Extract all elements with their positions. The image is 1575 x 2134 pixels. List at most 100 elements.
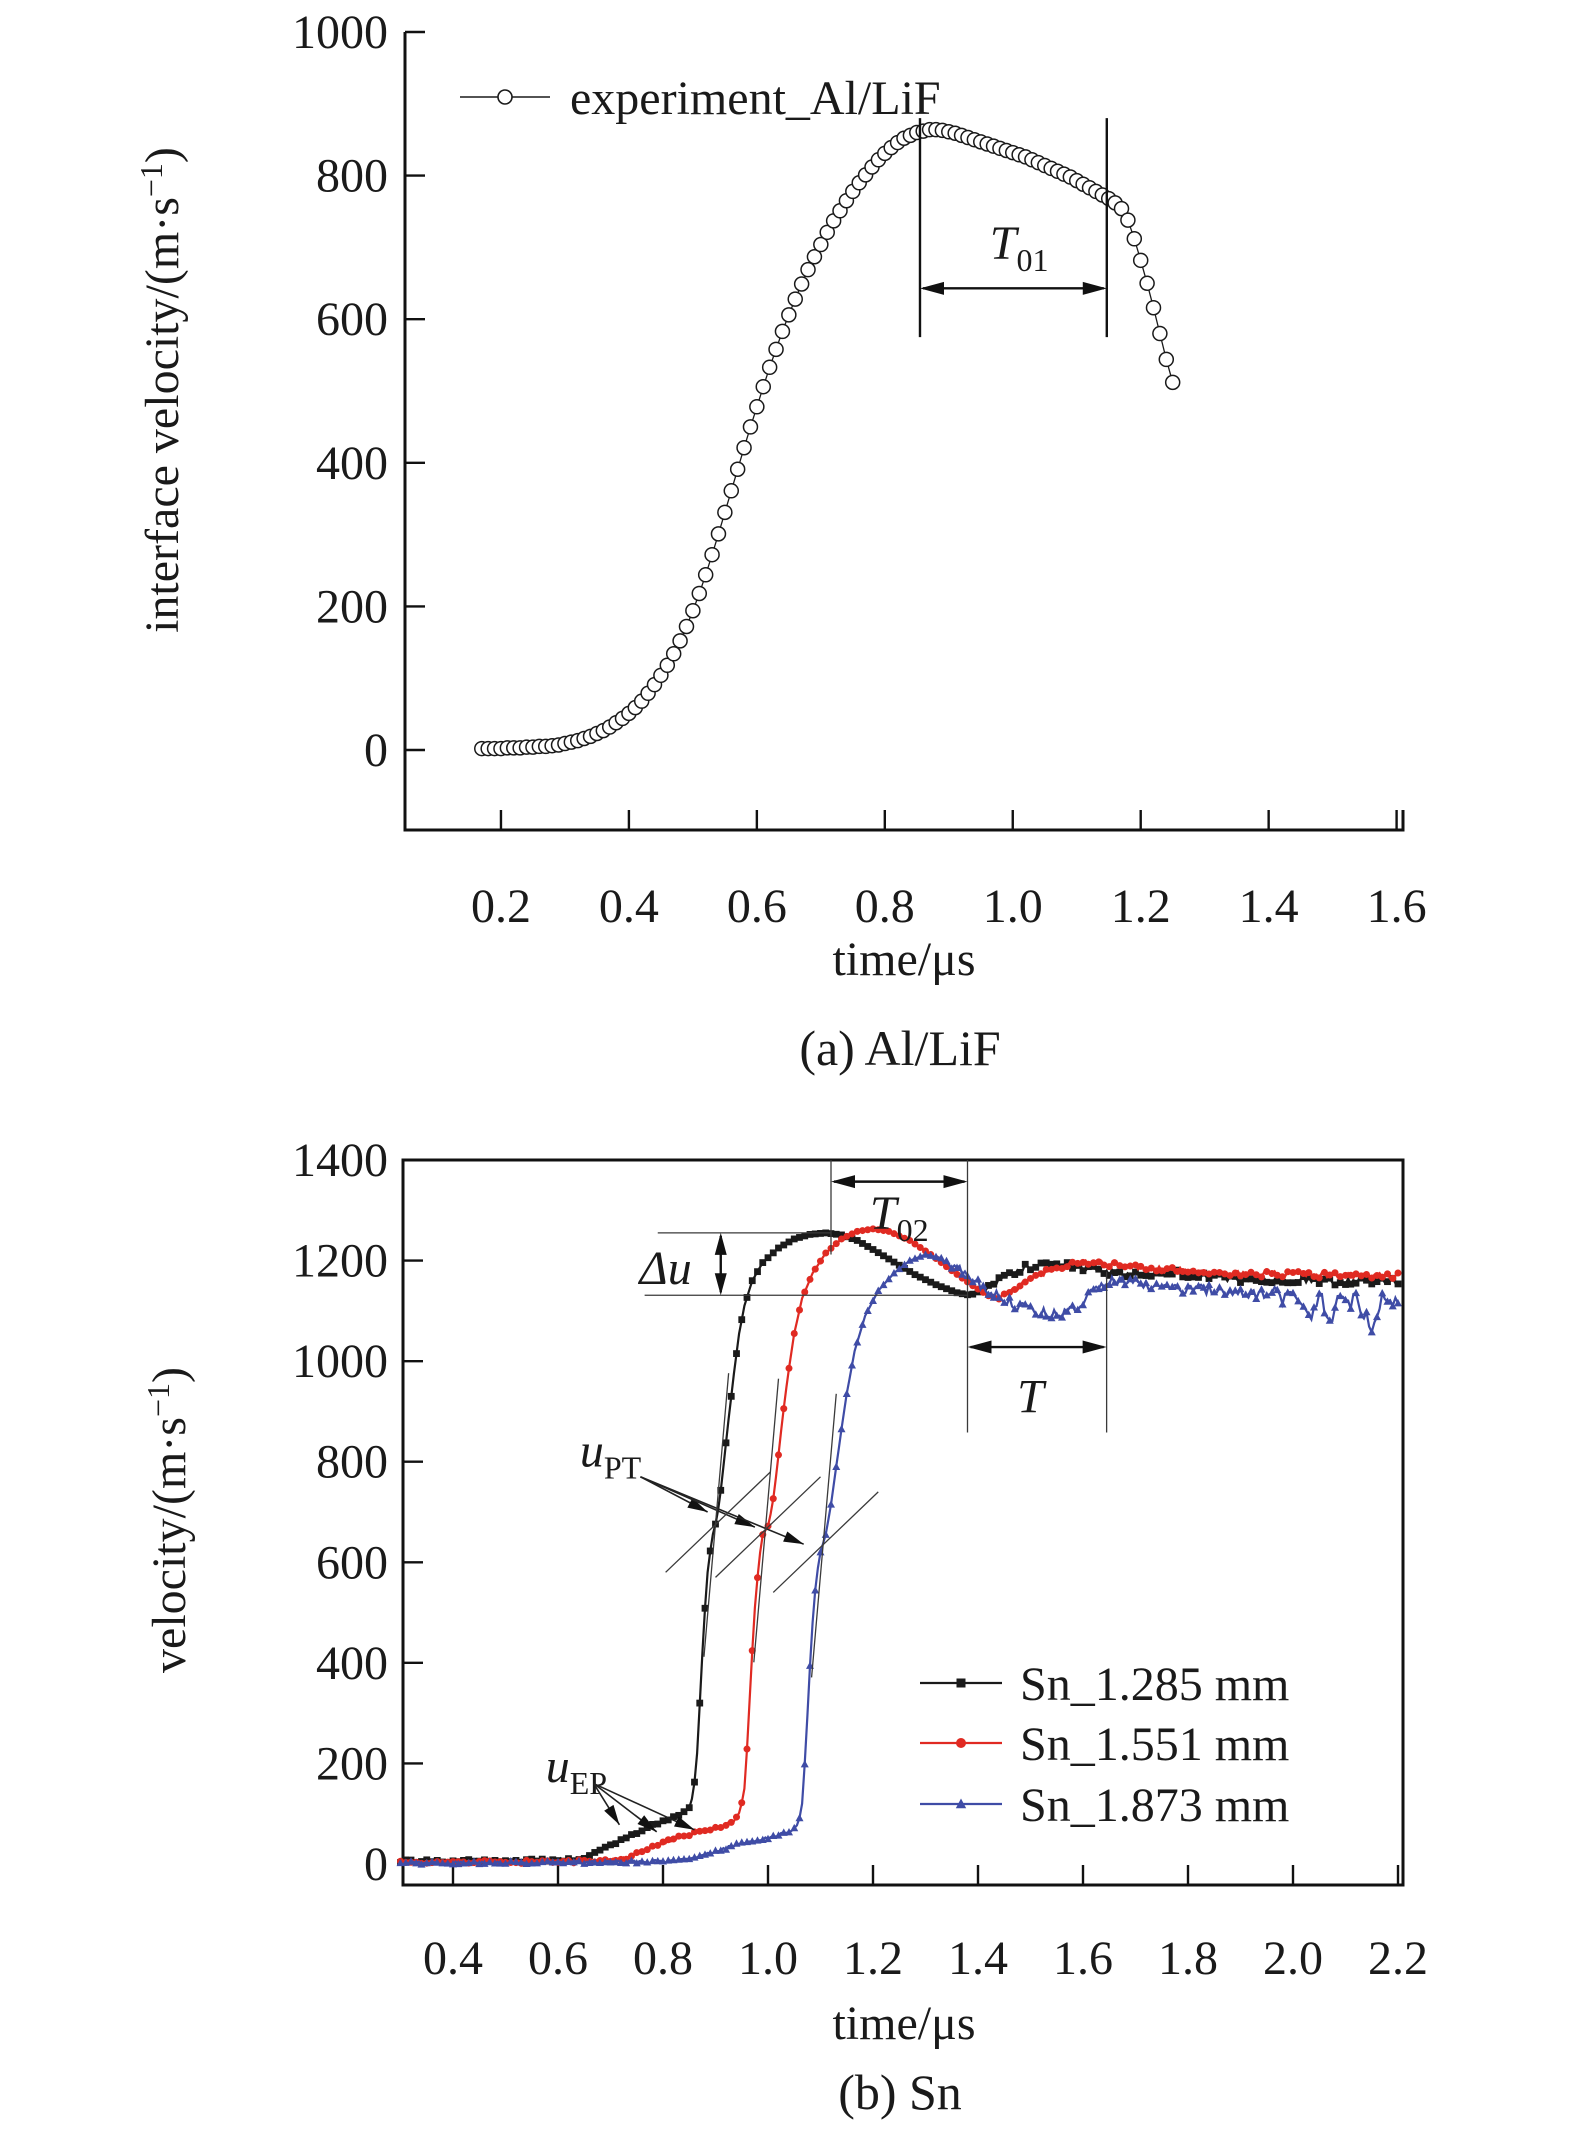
dot-marker xyxy=(1100,1261,1108,1269)
dot-marker xyxy=(1016,1282,1024,1290)
triangle-marker xyxy=(438,1858,447,1867)
dot-marker xyxy=(1294,1268,1302,1276)
annotation-label-subscript: 02 xyxy=(897,1212,929,1248)
open-circle-marker xyxy=(1132,252,1149,269)
dot-marker xyxy=(822,1249,830,1257)
square-marker xyxy=(890,1258,898,1266)
square-marker xyxy=(811,1230,819,1238)
dot-marker xyxy=(738,1799,746,1807)
panel-b-x-tick-label: 0.8 xyxy=(633,1932,693,1985)
panel-a-x-tick-label: 1.0 xyxy=(983,880,1043,933)
panel-a-x-tick-label: 0.4 xyxy=(599,880,659,933)
dot-marker xyxy=(733,1813,740,1821)
square-marker xyxy=(1016,1268,1024,1276)
square-marker xyxy=(675,1811,683,1819)
panel-b-y-tick-label: 200 xyxy=(316,1737,388,1790)
square-marker xyxy=(1263,1278,1271,1286)
panel-a-x-tick-label: 1.4 xyxy=(1239,880,1299,933)
dot-marker xyxy=(1090,1259,1097,1267)
open-circle-marker xyxy=(672,633,688,649)
dot-marker xyxy=(685,1832,693,1840)
legend-dot-marker xyxy=(956,1738,966,1748)
dot-marker xyxy=(1226,1272,1234,1280)
triangle-marker xyxy=(653,1856,662,1865)
triangle-marker xyxy=(1310,1303,1318,1311)
panel-b-x-tick-label: 1.2 xyxy=(843,1932,903,1985)
square-marker xyxy=(1021,1260,1029,1268)
triangle-marker xyxy=(800,1759,809,1768)
pointer-arrowhead xyxy=(674,1816,695,1830)
panel-b-x-tick-label: 2.2 xyxy=(1368,1932,1428,1985)
square-marker xyxy=(943,1285,950,1293)
panel-b-x-tick-label: 1.0 xyxy=(738,1932,798,1985)
dot-marker xyxy=(1389,1274,1397,1282)
square-marker xyxy=(759,1259,767,1266)
annotation-label-subscript: PT xyxy=(604,1450,642,1486)
square-marker xyxy=(670,1813,677,1821)
square-marker xyxy=(1189,1273,1197,1281)
square-marker xyxy=(706,1547,714,1555)
panel-a-annotations: T01 xyxy=(918,118,1108,338)
legend-entry-experiment-al-lif: experiment_Al/LiF xyxy=(570,72,941,125)
annotation-label-main: u xyxy=(546,1740,570,1793)
open-circle-marker xyxy=(678,618,695,635)
annotation-label-main: T xyxy=(1017,1370,1047,1423)
dot-marker xyxy=(1273,1271,1281,1279)
triangle-marker xyxy=(1289,1288,1297,1297)
dot-marker xyxy=(1195,1269,1202,1277)
open-circle-marker xyxy=(768,341,784,358)
dot-marker xyxy=(754,1574,761,1582)
dot-marker xyxy=(916,1243,924,1251)
open-circle-marker xyxy=(793,276,810,292)
square-marker xyxy=(664,1816,672,1824)
dot-marker xyxy=(1021,1278,1029,1286)
triangle-marker xyxy=(1220,1290,1229,1298)
dot-marker xyxy=(1037,1270,1045,1278)
open-circle-marker xyxy=(1164,374,1181,391)
triangle-marker xyxy=(1336,1291,1345,1300)
square-marker xyxy=(1284,1279,1292,1287)
arrowhead-left xyxy=(831,1175,855,1189)
dot-marker xyxy=(633,1849,641,1857)
dot-marker xyxy=(1231,1269,1239,1277)
open-circle-marker xyxy=(787,291,803,307)
square-marker xyxy=(906,1268,914,1275)
square-marker xyxy=(1042,1259,1050,1267)
square-marker xyxy=(937,1283,945,1291)
triangle-marker xyxy=(989,1293,998,1301)
annotation-label-main: T xyxy=(870,1187,900,1240)
dot-marker xyxy=(1121,1263,1129,1271)
square-marker xyxy=(701,1604,709,1612)
dot-marker xyxy=(895,1232,903,1240)
square-marker xyxy=(1079,1267,1087,1275)
square-marker xyxy=(1163,1270,1171,1278)
dot-marker xyxy=(801,1288,809,1296)
dot-marker xyxy=(806,1275,814,1283)
square-marker xyxy=(1294,1279,1302,1286)
triangle-marker xyxy=(858,1320,867,1328)
square-marker xyxy=(853,1237,861,1244)
panel-b-caption: (b) Sn xyxy=(838,2064,962,2120)
triangle-marker xyxy=(443,1859,452,1867)
square-marker xyxy=(1368,1280,1376,1288)
open-circle-marker xyxy=(761,359,778,376)
square-marker xyxy=(596,1846,604,1854)
triangle-marker xyxy=(1299,1302,1308,1310)
panel-b-x-axis-title: time/μs xyxy=(832,1997,976,2050)
dot-marker xyxy=(1048,1265,1055,1273)
dot-marker xyxy=(838,1235,845,1243)
triangle-marker xyxy=(895,1264,904,1273)
legend-square-marker xyxy=(956,1678,966,1688)
square-marker xyxy=(1000,1271,1008,1279)
square-marker xyxy=(1268,1279,1276,1287)
panel-b-y-axis-title-close: ) xyxy=(143,1367,196,1383)
square-marker xyxy=(1048,1260,1055,1268)
tangent-segment xyxy=(703,1373,730,1657)
dot-marker xyxy=(701,1827,709,1835)
triangle-marker xyxy=(874,1286,883,1294)
square-marker xyxy=(738,1316,746,1324)
triangle-marker xyxy=(648,1856,657,1865)
dot-marker xyxy=(843,1232,851,1240)
triangle-marker xyxy=(1000,1298,1009,1306)
square-marker xyxy=(1331,1281,1339,1289)
